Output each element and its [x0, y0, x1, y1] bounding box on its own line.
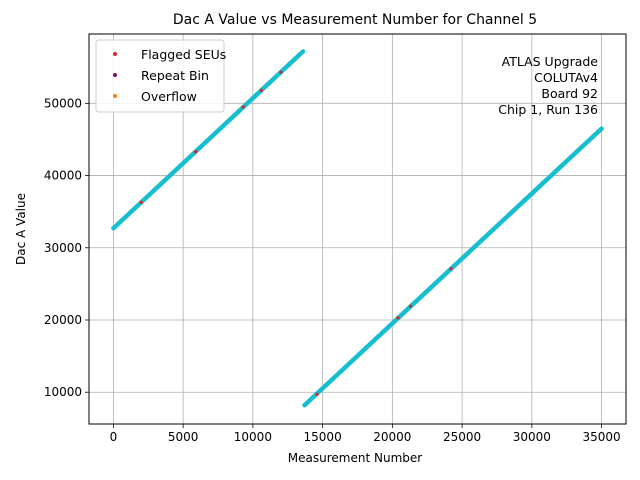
- y-tick-label: 50000: [44, 96, 82, 110]
- data-point-flagged-seus: [449, 267, 453, 271]
- plot-data: [111, 49, 604, 408]
- annotation-line-3: Board 92: [541, 86, 598, 101]
- x-tick-label: 30000: [513, 430, 551, 444]
- legend-label-repeat-bin: Repeat Bin: [141, 68, 209, 83]
- data-point-flagged-seus: [396, 316, 400, 320]
- y-tick-label: 40000: [44, 169, 82, 183]
- y-axis-label: Dac A Value: [14, 193, 28, 265]
- x-tick-label: 5000: [168, 430, 199, 444]
- x-tick-label: 0: [110, 430, 118, 444]
- data-point-flagged-seus: [408, 304, 413, 308]
- annotation-box: ATLAS Upgrade COLUTAv4 Board 92 Chip 1, …: [498, 54, 598, 117]
- legend-frame: [95, 39, 225, 113]
- axis-ticks: 0 5000 10000 15000 20000 25000 30000 35000 10000…: [44, 96, 621, 444]
- x-tick-label: 15000: [304, 430, 342, 444]
- data-point-flagged-seus: [241, 105, 245, 109]
- axes-frame: [88, 33, 627, 425]
- y-tick-label: 30000: [44, 241, 82, 255]
- annotation-line-1: ATLAS Upgrade: [502, 54, 599, 69]
- chart-title: Dac A Value vs Measurement Number for Ch…: [173, 12, 537, 28]
- data-band-1: [111, 49, 306, 231]
- data-point-flagged-seus: [279, 70, 283, 74]
- legend-marker-flagged-seus: [113, 52, 117, 56]
- data-point-flagged-seus: [139, 200, 143, 204]
- legend: Flagged SEUs Repeat Bin Overflow: [95, 39, 226, 113]
- data-point-flagged-seus: [259, 88, 263, 92]
- annotation-line-2: COLUTAv4: [534, 70, 598, 85]
- x-tick-label: 25000: [443, 430, 481, 444]
- legend-marker-overflow: [113, 94, 117, 98]
- legend-label-flagged-seus: Flagged SEUs: [141, 47, 226, 62]
- x-tick-label: 20000: [373, 430, 411, 444]
- y-tick-label: 10000: [44, 385, 82, 399]
- data-point-flagged-seus: [315, 392, 319, 396]
- data-band-2: [302, 126, 604, 408]
- grid: [89, 34, 626, 424]
- x-tick-label: 10000: [234, 430, 272, 444]
- annotation-line-4: Chip 1, Run 136: [498, 102, 598, 117]
- legend-label-overflow: Overflow: [141, 89, 197, 104]
- legend-marker-repeat-bin: [113, 73, 117, 77]
- x-axis-label: Measurement Number: [288, 451, 422, 465]
- y-tick-label: 20000: [44, 313, 82, 327]
- x-tick-label: 35000: [582, 430, 620, 444]
- data-point-flagged-seus: [194, 150, 198, 154]
